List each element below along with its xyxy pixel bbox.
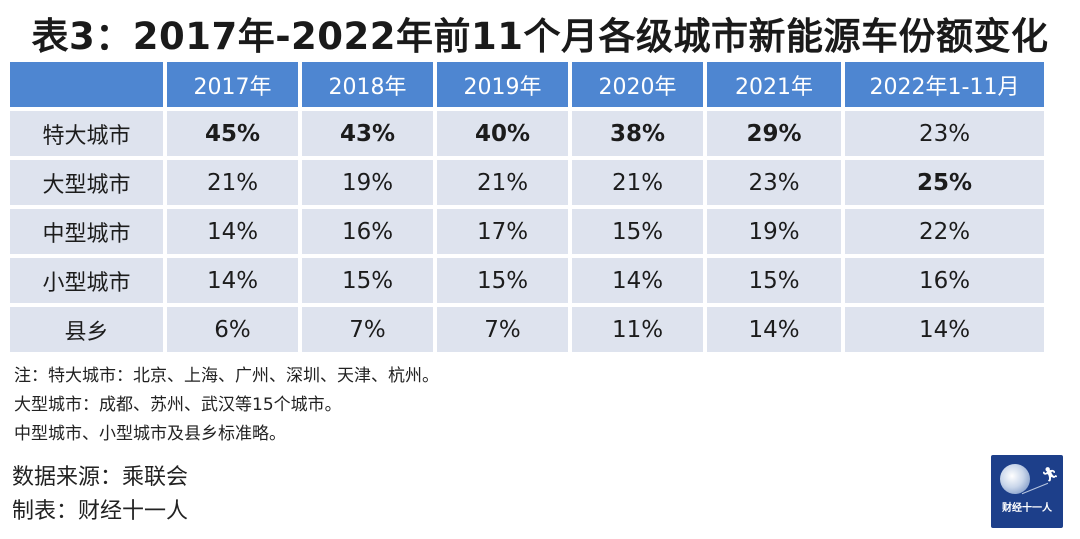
table-row: 县乡 6% 7% 7% 11% 14% 14% xyxy=(10,307,1044,352)
table-cell: 21% xyxy=(437,160,568,205)
row-label: 中型城市 xyxy=(10,209,163,254)
page-title: 表3：2017年-2022年前11个月各级城市新能源车份额变化 xyxy=(31,15,1049,58)
table-cell: 7% xyxy=(437,307,568,352)
header-2018: 2018年 xyxy=(302,62,433,107)
table-cell: 16% xyxy=(302,209,433,254)
table-cell: 15% xyxy=(302,258,433,303)
table-cell: 45% xyxy=(167,111,298,156)
table-row: 中型城市 14% 16% 17% 15% 19% 22% xyxy=(10,209,1044,254)
globe-icon xyxy=(1000,464,1030,494)
table-cell: 6% xyxy=(167,307,298,352)
header-2019: 2019年 xyxy=(437,62,568,107)
row-label: 特大城市 xyxy=(10,111,163,156)
table-cell: 19% xyxy=(707,209,841,254)
table-cell: 40% xyxy=(437,111,568,156)
header-2022: 2022年1-11月 xyxy=(845,62,1044,107)
footnotes: 注：特大城市：北京、上海、广州、深圳、天津、杭州。 大型城市：成都、苏州、武汉等… xyxy=(14,362,439,449)
header-corner xyxy=(10,62,163,107)
note-line: 注：特大城市：北京、上海、广州、深圳、天津、杭州。 xyxy=(14,366,439,386)
share-table: 2017年 2018年 2019年 2020年 2021年 2022年1-11月… xyxy=(6,58,1048,356)
table-cell: 11% xyxy=(572,307,703,352)
note-line: 中型城市、小型城市及县乡标准略。 xyxy=(14,424,286,444)
table-cell: 14% xyxy=(707,307,841,352)
source-block: 数据来源：乘联会 制表：财经十一人 xyxy=(12,461,188,529)
table-cell: 15% xyxy=(572,209,703,254)
logo-text: 财经十一人 xyxy=(1002,503,1052,514)
data-source: 数据来源：乘联会 xyxy=(12,465,189,490)
table-cell: 14% xyxy=(572,258,703,303)
note-line: 大型城市：成都、苏州、武汉等15个城市。 xyxy=(14,395,342,415)
table-cell: 22% xyxy=(845,209,1044,254)
table-cell: 23% xyxy=(845,111,1044,156)
header-row: 2017年 2018年 2019年 2020年 2021年 2022年1-11月 xyxy=(10,62,1044,107)
table-cell: 15% xyxy=(707,258,841,303)
header-2020: 2020年 xyxy=(572,62,703,107)
table-cell: 14% xyxy=(167,209,298,254)
table-cell: 14% xyxy=(167,258,298,303)
row-label: 小型城市 xyxy=(10,258,163,303)
table-cell: 15% xyxy=(437,258,568,303)
row-label: 县乡 xyxy=(10,307,163,352)
table-row: 特大城市 45% 43% 40% 38% 29% 23% xyxy=(10,111,1044,156)
table-cell: 14% xyxy=(845,307,1044,352)
table-cell: 21% xyxy=(572,160,703,205)
header-2021: 2021年 xyxy=(707,62,841,107)
table-cell: 29% xyxy=(707,111,841,156)
table-cell: 38% xyxy=(572,111,703,156)
table-cell: 21% xyxy=(167,160,298,205)
table-row: 大型城市 21% 19% 21% 21% 23% 25% xyxy=(10,160,1044,205)
table-cell: 25% xyxy=(845,160,1044,205)
made-by: 制表：财经十一人 xyxy=(12,499,189,524)
row-label: 大型城市 xyxy=(10,160,163,205)
runner-icon: 🏃︎ xyxy=(1041,467,1059,483)
table-cell: 17% xyxy=(437,209,568,254)
table-cell: 16% xyxy=(845,258,1044,303)
table-cell: 23% xyxy=(707,160,841,205)
table-row: 小型城市 14% 15% 15% 14% 15% 16% xyxy=(10,258,1044,303)
table-cell: 7% xyxy=(302,307,433,352)
brand-logo: 🏃︎ 财经十一人 xyxy=(991,455,1063,528)
header-2017: 2017年 xyxy=(167,62,298,107)
table-cell: 19% xyxy=(302,160,433,205)
table-cell: 43% xyxy=(302,111,433,156)
